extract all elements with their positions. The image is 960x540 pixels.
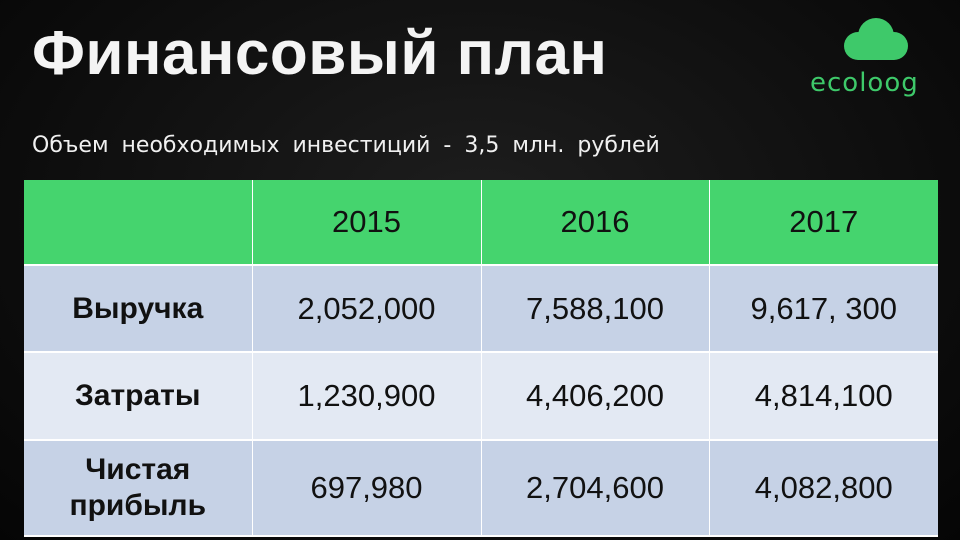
table-cell: 4,082,800 [709,440,938,537]
header-cell-2016: 2016 [481,180,710,266]
table-cell: 9,617, 300 [709,265,938,353]
logo-text: ecoloog [810,68,919,98]
header-cell-empty [24,180,253,266]
table-cell: 2,052,000 [252,265,482,353]
financial-table: 2015 2016 2017 Выручка 2,052,000 7,588,1… [24,180,938,537]
row-label-revenue: Выручка [24,265,253,353]
table-row-net-profit: Чистая прибыль 697,980 2,704,600 4,082,8… [24,440,938,537]
table-cell: 4,814,100 [709,352,938,441]
investment-subtitle: Объем необходимых инвестиций - 3,5 млн. … [32,133,660,158]
table-cell: 697,980 [252,440,482,537]
table-row-costs: Затраты 1,230,900 4,406,200 4,814,100 [24,352,938,441]
table-row-revenue: Выручка 2,052,000 7,588,100 9,617, 300 [24,265,938,353]
slide-title: Финансовый план [32,19,608,88]
row-label-net-profit: Чистая прибыль [24,440,253,537]
table-cell: 7,588,100 [481,265,710,353]
table-cell: 4,406,200 [481,352,710,441]
table-cell: 2,704,600 [481,440,710,537]
ecoloog-logo: ecoloog [808,16,942,98]
table-header-row: 2015 2016 2017 [24,180,938,266]
header-cell-2015: 2015 [252,180,482,266]
cloud-icon [844,18,908,60]
row-label-costs: Затраты [24,352,253,441]
header-cell-2017: 2017 [709,180,938,266]
table-cell: 1,230,900 [252,352,482,441]
